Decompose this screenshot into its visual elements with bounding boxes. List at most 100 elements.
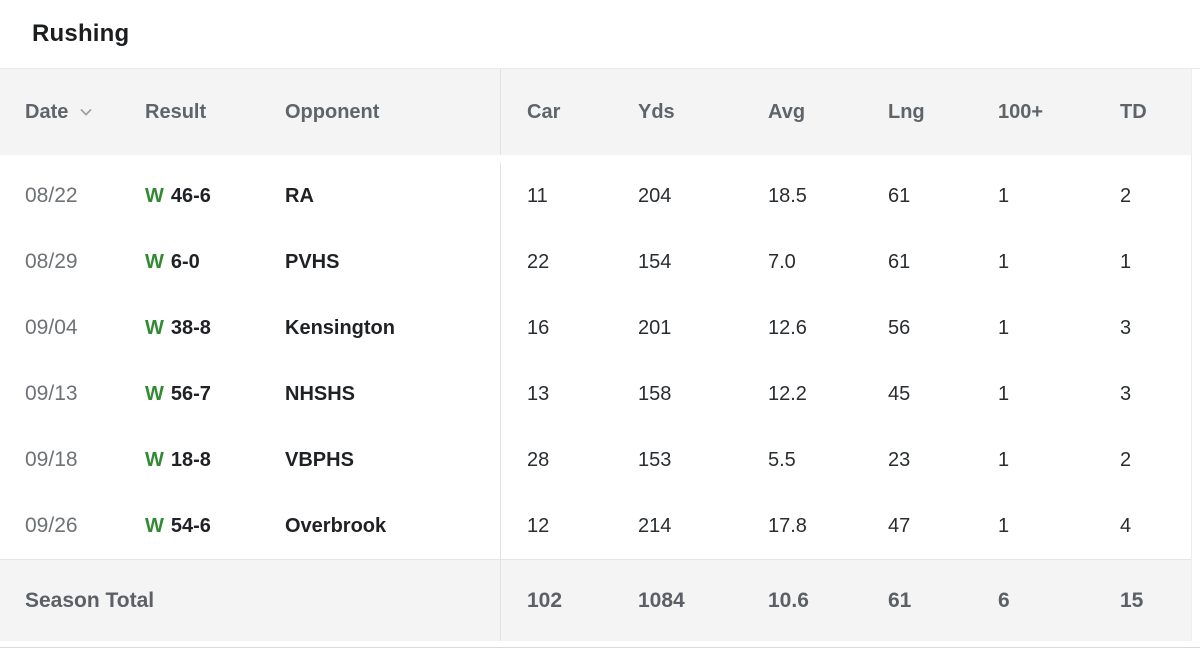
stat-cell-100plus: 1 <box>998 250 1010 273</box>
stat-cell-yds: 214 <box>638 514 672 537</box>
column-header-yds: Yds <box>638 100 675 123</box>
table-row: 09/26 W 54-6 Overbrook 12 214 17.8 47 1 4 <box>0 493 1191 559</box>
stat-cell-lng: 61 <box>888 184 911 207</box>
opponent-cell: RA <box>285 184 314 207</box>
score-text: 56-7 <box>170 382 211 405</box>
opponent-cell: VBPHS <box>285 448 354 471</box>
stat-cell-td: 4 <box>1120 514 1132 537</box>
opponent-cell: NHSHS <box>285 382 356 405</box>
stat-cell-100plus: 1 <box>998 514 1010 537</box>
opponent-cell: Overbrook <box>285 514 387 537</box>
stat-cell-yds: 201 <box>638 316 672 339</box>
stat-cell-yds: 204 <box>638 184 672 207</box>
season-total-label: Season Total <box>25 588 155 612</box>
column-header-date[interactable]: Date <box>0 101 145 124</box>
total-stat-lng: 61 <box>888 588 912 612</box>
result-cell: W 46-6 <box>145 185 285 208</box>
column-header-avg: Avg <box>768 100 806 123</box>
score-text: 54-6 <box>170 514 211 537</box>
stat-cell-avg: 5.5 <box>768 448 796 471</box>
stat-cell-100plus: 1 <box>998 316 1010 339</box>
column-header-td: TD <box>1120 100 1147 123</box>
stat-cell-td: 2 <box>1120 448 1132 471</box>
opponent-cell: Kensington <box>285 316 395 339</box>
column-header-100plus: 100+ <box>998 100 1044 123</box>
stat-cell-avg: 12.6 <box>768 316 807 339</box>
result-cell: W 18-8 <box>145 449 285 472</box>
opponent-cell: PVHS <box>285 250 340 273</box>
stat-cell-lng: 61 <box>888 250 911 273</box>
stat-cell-100plus: 1 <box>998 448 1010 471</box>
total-stat-100plus: 6 <box>998 588 1010 612</box>
stat-cell-yds: 154 <box>638 250 672 273</box>
stat-cell-td: 2 <box>1120 184 1132 207</box>
stat-cell-avg: 18.5 <box>768 184 807 207</box>
header-right-section: Car Yds Avg Lng 100+ TD <box>501 69 1191 155</box>
stat-cell-car: 28 <box>527 448 550 471</box>
total-stat-td: 15 <box>1120 588 1144 612</box>
chevron-down-icon[interactable] <box>78 104 94 120</box>
win-indicator: W <box>145 448 164 471</box>
table-header-row: Date Result Opponent Car Yds Avg Lng 100… <box>0 69 1191 155</box>
total-stat-yds: 1084 <box>638 588 685 612</box>
stat-cell-lng: 45 <box>888 382 911 405</box>
win-indicator: W <box>145 514 164 537</box>
score-text: 18-8 <box>170 448 211 471</box>
date-cell: 08/29 <box>25 250 78 273</box>
table-row: 09/18 W 18-8 VBPHS 28 153 5.5 23 1 2 <box>0 427 1191 493</box>
score-text: 6-0 <box>170 250 200 273</box>
season-total-row: Season Total 102 1084 10.6 61 6 15 <box>0 559 1191 641</box>
total-stat-car: 102 <box>527 588 563 612</box>
stat-cell-yds: 153 <box>638 448 672 471</box>
column-header-opponent: Opponent <box>285 100 380 123</box>
stat-cell-lng: 56 <box>888 316 911 339</box>
score-text: 38-8 <box>170 316 211 339</box>
win-indicator: W <box>145 184 164 207</box>
date-cell: 08/22 <box>25 184 78 207</box>
table-row: 08/29 W 6-0 PVHS 22 154 7.0 61 1 1 <box>0 229 1191 295</box>
column-header-date-label: Date <box>25 100 69 123</box>
stat-cell-lng: 23 <box>888 448 911 471</box>
stat-cell-avg: 7.0 <box>768 250 796 273</box>
result-cell: W 56-7 <box>145 383 285 406</box>
total-stat-avg: 10.6 <box>768 588 809 612</box>
section-title-bar: Rushing <box>0 0 1200 69</box>
column-header-result: Result <box>145 100 207 123</box>
stat-cell-100plus: 1 <box>998 184 1010 207</box>
stat-cell-car: 13 <box>527 382 550 405</box>
date-cell: 09/13 <box>25 382 78 405</box>
win-indicator: W <box>145 382 164 405</box>
table-row: 09/13 W 56-7 NHSHS 13 158 12.2 45 1 3 <box>0 361 1191 427</box>
stat-cell-avg: 12.2 <box>768 382 807 405</box>
stat-cell-lng: 47 <box>888 514 911 537</box>
table-row: 09/04 W 38-8 Kensington 16 201 12.6 56 1 … <box>0 295 1191 361</box>
column-header-lng: Lng <box>888 100 925 123</box>
stat-cell-car: 22 <box>527 250 550 273</box>
stat-cell-td: 3 <box>1120 316 1132 339</box>
stat-cell-car: 16 <box>527 316 550 339</box>
header-left-section: Date Result Opponent <box>0 69 501 155</box>
date-cell: 09/04 <box>25 316 78 339</box>
result-cell: W 38-8 <box>145 317 285 340</box>
bottom-divider <box>0 647 1200 648</box>
win-indicator: W <box>145 250 164 273</box>
column-header-car: Car <box>527 100 561 123</box>
table-body: 08/22 W 46-6 RA 11 204 18.5 61 1 2 08/29 … <box>0 155 1191 559</box>
page-title: Rushing <box>32 20 130 47</box>
stat-cell-td: 3 <box>1120 382 1132 405</box>
bottom-spacer <box>0 641 1200 647</box>
score-text: 46-6 <box>170 184 211 207</box>
date-cell: 09/18 <box>25 448 78 471</box>
result-cell: W 54-6 <box>145 515 285 538</box>
stat-cell-car: 12 <box>527 514 550 537</box>
rushing-stats-table: Date Result Opponent Car Yds Avg Lng 100… <box>0 69 1192 641</box>
stat-cell-td: 1 <box>1120 250 1132 273</box>
table-row: 08/22 W 46-6 RA 11 204 18.5 61 1 2 <box>0 163 1191 229</box>
stat-cell-100plus: 1 <box>998 382 1010 405</box>
date-cell: 09/26 <box>25 514 78 537</box>
win-indicator: W <box>145 316 164 339</box>
stat-cell-yds: 158 <box>638 382 672 405</box>
stat-cell-avg: 17.8 <box>768 514 807 537</box>
stat-cell-car: 11 <box>527 184 548 207</box>
